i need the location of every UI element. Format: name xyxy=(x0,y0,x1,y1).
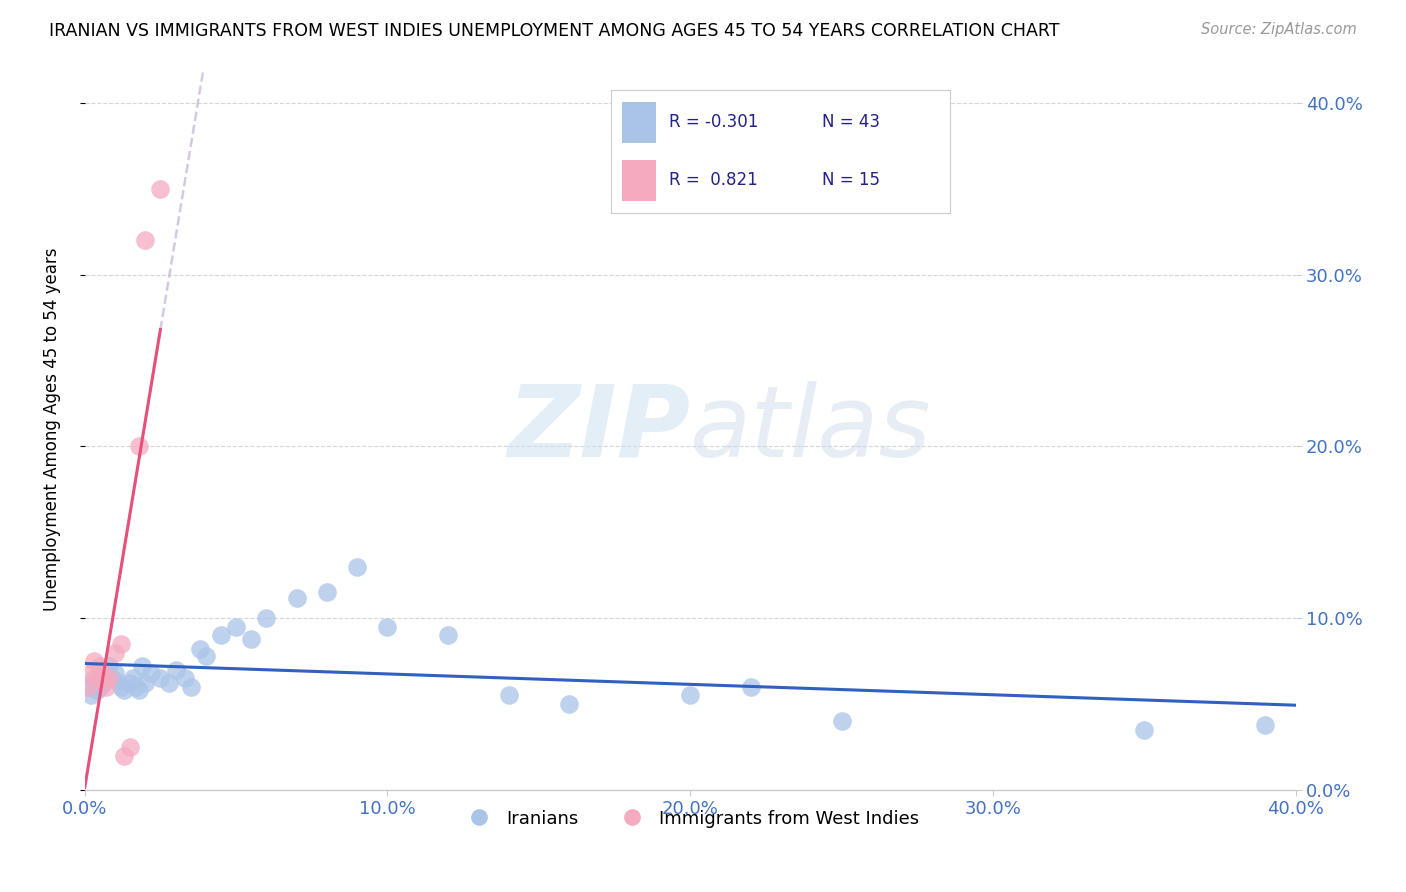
Point xyxy=(149,182,172,196)
Point xyxy=(225,620,247,634)
Point xyxy=(173,671,195,685)
Point xyxy=(104,646,127,660)
Point xyxy=(80,689,103,703)
Point xyxy=(558,697,581,711)
Point xyxy=(316,585,339,599)
Point xyxy=(91,676,114,690)
Point xyxy=(112,683,135,698)
Legend: Iranians, Immigrants from West Indies: Iranians, Immigrants from West Indies xyxy=(454,803,927,835)
Point xyxy=(180,680,202,694)
Point xyxy=(346,559,368,574)
Point xyxy=(254,611,277,625)
Point xyxy=(86,683,108,698)
Point xyxy=(97,671,120,685)
Point xyxy=(194,648,217,663)
Text: Source: ZipAtlas.com: Source: ZipAtlas.com xyxy=(1201,22,1357,37)
Point xyxy=(128,683,150,698)
Point xyxy=(240,632,263,646)
Point xyxy=(120,739,142,754)
Point xyxy=(110,637,132,651)
Point xyxy=(377,620,399,634)
Point xyxy=(110,680,132,694)
Point xyxy=(122,671,145,685)
Point xyxy=(120,676,142,690)
Point xyxy=(1133,723,1156,737)
Point xyxy=(91,671,114,685)
Point xyxy=(83,654,105,668)
Text: atlas: atlas xyxy=(690,381,932,478)
Point xyxy=(94,680,117,694)
Text: ZIP: ZIP xyxy=(508,381,690,478)
Point xyxy=(498,689,520,703)
Point xyxy=(134,233,156,247)
Point xyxy=(159,676,181,690)
Point xyxy=(188,642,211,657)
Point xyxy=(94,663,117,677)
Point xyxy=(134,676,156,690)
Point xyxy=(80,666,103,681)
Point xyxy=(83,671,105,685)
Point xyxy=(76,680,98,694)
Point xyxy=(679,689,702,703)
Point xyxy=(86,671,108,685)
Point xyxy=(104,666,127,681)
Point xyxy=(149,671,172,685)
Point xyxy=(285,591,308,605)
Point xyxy=(165,663,187,677)
Point xyxy=(141,666,163,681)
Point xyxy=(112,748,135,763)
Point xyxy=(107,674,129,689)
Point xyxy=(97,659,120,673)
Point xyxy=(89,659,111,673)
Point xyxy=(101,671,124,685)
Y-axis label: Unemployment Among Ages 45 to 54 years: Unemployment Among Ages 45 to 54 years xyxy=(44,247,60,611)
Text: IRANIAN VS IMMIGRANTS FROM WEST INDIES UNEMPLOYMENT AMONG AGES 45 TO 54 YEARS CO: IRANIAN VS IMMIGRANTS FROM WEST INDIES U… xyxy=(49,22,1060,40)
Point xyxy=(131,659,153,673)
Point xyxy=(89,680,111,694)
Point xyxy=(740,680,762,694)
Point xyxy=(76,680,98,694)
Point xyxy=(437,628,460,642)
Point xyxy=(125,680,148,694)
Point xyxy=(209,628,232,642)
Point xyxy=(1254,717,1277,731)
Point xyxy=(831,714,853,729)
Point xyxy=(128,439,150,453)
